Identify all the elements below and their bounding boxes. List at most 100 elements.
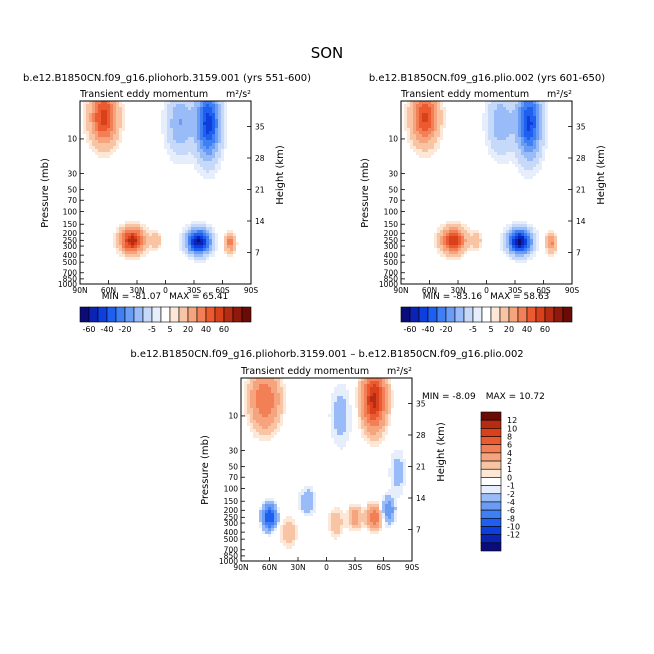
field-cell [140,125,144,129]
field-cell [404,170,408,174]
field-cell [170,101,174,105]
field-cell [461,149,465,153]
field-cell [113,260,117,264]
field-cell [140,260,144,264]
field-cell [134,155,138,159]
field-cell [410,119,414,123]
field-cell [212,203,216,207]
field-cell [179,107,183,111]
field-cell [176,119,180,123]
field-cell [236,182,240,186]
field-cell [152,152,156,156]
field-cell [242,197,246,201]
field-cell [209,236,213,240]
field-cell [428,161,432,165]
field-cell [203,134,207,138]
field-cell [464,158,468,162]
field-cell [182,167,186,171]
field-cell [446,170,450,174]
field-cell [470,101,474,105]
field-cell [134,176,138,180]
field-cell [425,161,429,165]
field-cell [104,260,108,264]
field-cell [224,188,228,192]
field-cell [509,134,513,138]
field-cell [218,119,222,123]
field-cell [215,248,219,252]
field-cell [134,233,138,237]
field-cell [152,206,156,210]
field-cell [425,143,429,147]
field-cell [167,104,171,108]
field-cell [545,155,549,159]
field-cell [530,104,534,108]
field-cell [179,254,183,258]
field-cell [89,197,93,201]
field-cell [140,101,144,105]
field-cell [101,275,105,279]
field-cell [434,134,438,138]
field-cell [173,104,177,108]
field-cell [521,116,525,120]
field-cell [167,134,171,138]
field-cell [215,155,219,159]
field-cell [191,143,195,147]
field-cell [188,254,192,258]
field-cell [464,104,468,108]
field-cell [413,149,417,153]
field-cell [128,119,132,123]
field-cell [437,167,441,171]
field-cell [554,104,558,108]
field-cell [104,272,108,276]
field-cell [134,107,138,111]
field-cell [236,269,240,273]
field-cell [458,134,462,138]
field-cell [89,272,93,276]
field-cell [131,113,135,117]
field-cell [152,113,156,117]
field-cell [533,134,537,138]
field-cell [125,161,129,165]
field-cell [569,101,573,105]
field-cell [476,140,480,144]
field-cell [230,128,234,132]
field-cell [191,113,195,117]
field-cell [482,164,486,168]
field-cell [173,110,177,114]
field-cell [452,167,456,171]
field-cell [476,173,480,177]
field-cell [209,257,213,261]
field-cell [89,179,93,183]
field-cell [227,245,231,249]
field-cell [221,143,225,147]
field-cell [110,143,114,147]
field-cell [83,260,87,264]
field-cell [128,167,132,171]
field-cell [473,107,477,111]
field-cell [104,134,108,138]
field-cell [188,224,192,228]
field-cell [155,104,159,108]
field-cell [500,101,504,105]
field-cell [527,119,531,123]
field-cell [230,194,234,198]
field-cell [92,251,96,255]
field-cell [218,143,222,147]
field-cell [167,248,171,252]
field-cell [242,248,246,252]
field-cell [191,188,195,192]
field-cell [236,218,240,222]
field-cell [104,155,108,159]
field-cell [107,239,111,243]
field-cell [560,131,564,135]
field-cell [218,173,222,177]
field-cell [134,200,138,204]
field-cell [185,131,189,135]
field-cell [119,158,123,162]
field-cell [131,164,135,168]
field-cell [563,131,567,135]
field-cell [158,158,162,162]
field-cell [101,224,105,228]
field-cell [176,227,180,231]
field-cell [182,101,186,105]
